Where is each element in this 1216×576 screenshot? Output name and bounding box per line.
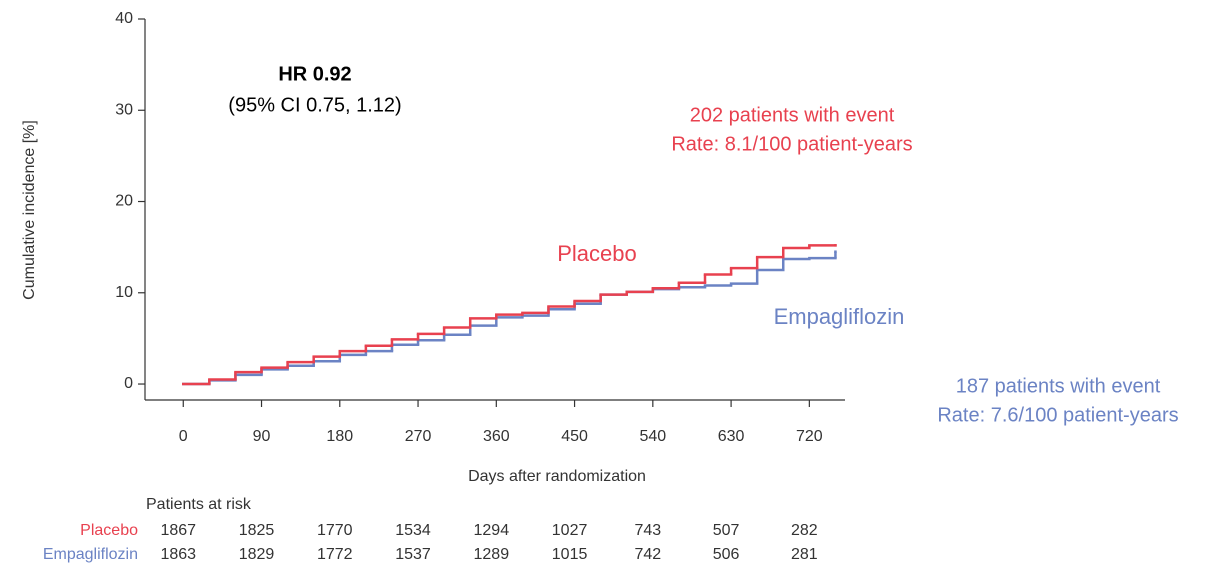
- annotation: 202 patients with event: [690, 104, 895, 126]
- x-tick-label: 450: [561, 428, 588, 445]
- risk-count: 743: [634, 522, 661, 539]
- risk-count: 507: [713, 522, 740, 539]
- risk-count: 742: [634, 546, 661, 563]
- risk-table-title: Patients at risk: [146, 496, 252, 513]
- risk-count: 1829: [239, 546, 275, 563]
- x-tick-label: 720: [796, 428, 823, 445]
- x-tick-label: 360: [483, 428, 510, 445]
- y-tick-label: 40: [115, 10, 133, 27]
- risk-count: 1289: [474, 546, 510, 563]
- risk-count: 1772: [317, 546, 353, 563]
- risk-count: 1770: [317, 522, 353, 539]
- risk-count: 1027: [552, 522, 588, 539]
- risk-count: 1537: [395, 546, 431, 563]
- risk-count: 1534: [395, 522, 431, 539]
- y-axis-label: Cumulative incidence [%]: [21, 120, 38, 300]
- y-tick-label: 0: [124, 375, 133, 392]
- risk-count: 1825: [239, 522, 275, 539]
- risk-count: 282: [791, 522, 818, 539]
- series-label: Placebo: [557, 241, 637, 266]
- risk-count: 281: [791, 546, 818, 563]
- annotation: HR 0.92: [278, 63, 351, 85]
- y-tick-label: 10: [115, 284, 133, 301]
- x-tick-label: 180: [326, 428, 353, 445]
- annotation: Rate: 7.6/100 patient-years: [937, 404, 1178, 426]
- risk-count: 506: [713, 546, 740, 563]
- risk-row-label: Empagliflozin: [43, 546, 138, 563]
- y-tick-label: 30: [115, 101, 133, 118]
- series-label: Empagliflozin: [774, 304, 905, 329]
- risk-count: 1867: [160, 522, 196, 539]
- risk-count: 1863: [160, 546, 196, 563]
- risk-count: 1015: [552, 546, 588, 563]
- y-tick-label: 20: [115, 193, 133, 210]
- annotation: (95% CI 0.75, 1.12): [228, 94, 401, 116]
- annotation: 187 patients with event: [956, 375, 1161, 397]
- annotation: Rate: 8.1/100 patient-years: [671, 133, 912, 155]
- x-axis-label: Days after randomization: [468, 468, 646, 485]
- x-tick-label: 270: [405, 428, 432, 445]
- x-tick-label: 630: [718, 428, 745, 445]
- risk-row-label: Placebo: [80, 522, 138, 539]
- x-tick-label: 90: [253, 428, 271, 445]
- risk-count: 1294: [474, 522, 510, 539]
- x-tick-label: 540: [639, 428, 666, 445]
- x-tick-label: 0: [179, 428, 188, 445]
